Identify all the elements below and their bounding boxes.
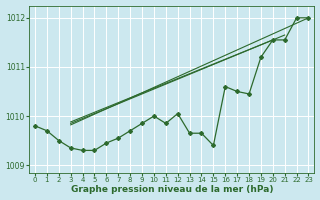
X-axis label: Graphe pression niveau de la mer (hPa): Graphe pression niveau de la mer (hPa) — [70, 185, 273, 194]
